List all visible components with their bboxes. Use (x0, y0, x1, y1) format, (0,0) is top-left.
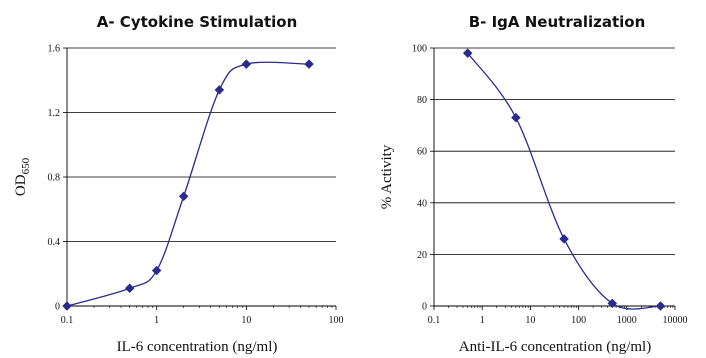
chart-b-ytick-label: 0 (422, 302, 427, 313)
chart-b-ytick-label: 60 (417, 147, 427, 158)
chart-a-xtick-label: 0.1 (61, 315, 74, 326)
chart-a-ytick-label: 1.6 (48, 44, 61, 55)
chart-a-data-point (62, 301, 72, 311)
chart-b-ytick-label: 100 (412, 44, 427, 55)
chart-a-curve (66, 61, 310, 307)
chart-b-data-point (559, 234, 569, 244)
chart-a-data-point (241, 59, 252, 69)
chart-a-data-point (304, 59, 314, 69)
chart-a-xtick-label: 10 (241, 315, 251, 326)
chart-b-ylabel: % Activity (379, 144, 395, 209)
chart-b-data-point (511, 112, 521, 123)
chart-b-series-line (467, 52, 661, 310)
chart-b-xtick-label: 10 (525, 315, 535, 326)
chart-b-xlabel: Anti-IL-6 concentration (ng/ml) (459, 339, 651, 355)
chart-a-data-point (178, 191, 189, 202)
chart-b-title: B- IgA Neutralization (469, 13, 646, 31)
chart-a-data-point (151, 265, 162, 276)
chart-b-data-point (655, 301, 666, 311)
chart-a-xlabel: IL-6 concentration (ng/ml) (117, 339, 278, 355)
chart-b-ytick-label: 80 (417, 95, 427, 106)
chart-a-title: A- Cytokine Stimulation (97, 13, 298, 31)
chart-a-xtick-label: 100 (329, 315, 344, 326)
chart-a-grid (67, 47, 336, 242)
chart-a-ytick-label: 0.8 (48, 173, 61, 184)
chart-b-curve (467, 52, 661, 310)
chart-a-series-line (66, 61, 310, 307)
chart-b: B- IgA Neutralization Anti-IL-6 concentr… (379, 13, 688, 355)
chart-b-xtick-label: 100 (571, 315, 586, 326)
chart-a-ylabel-sub: 650 (20, 157, 32, 174)
chart-b-xtick-label: 1 (480, 315, 485, 326)
chart-a-ticks: 0 0.4 0.8 1.2 1.6 0.1 1 10 100 (48, 44, 344, 327)
chart-a-ylabel-main: OD (13, 174, 29, 196)
chart-b-data-point (607, 298, 618, 309)
chart-b-xtick-label: 1000 (617, 315, 637, 326)
chart-a: A- Cytokine Stimulation IL-6 concentrati… (13, 13, 344, 355)
chart-a-points (62, 59, 314, 311)
chart-b-xtick-label: 0.1 (428, 315, 441, 326)
chart-a-ytick-label: 1.2 (48, 108, 61, 119)
chart-a-xtick-label: 1 (154, 315, 159, 326)
chart-a-data-point (124, 283, 135, 294)
chart-b-points (462, 48, 666, 311)
chart-b-xtick-label: 10000 (663, 315, 688, 326)
chart-b-data-point (462, 48, 473, 59)
chart-b-ytick-label: 40 (417, 198, 427, 209)
chart-a-ytick-label: 0 (55, 302, 60, 313)
chart-b-ytick-label: 20 (417, 250, 427, 261)
chart-b-ticks: 0 20 40 60 80 100 0.1 1 10 100 1000 10000 (412, 44, 688, 327)
chart-a-ylabel: OD650 (13, 157, 32, 196)
chart-a-ytick-label: 0.4 (48, 237, 61, 248)
chart-b-grid (434, 47, 675, 255)
chart-a-data-point (214, 85, 225, 95)
chart-b-axes (433, 48, 675, 307)
